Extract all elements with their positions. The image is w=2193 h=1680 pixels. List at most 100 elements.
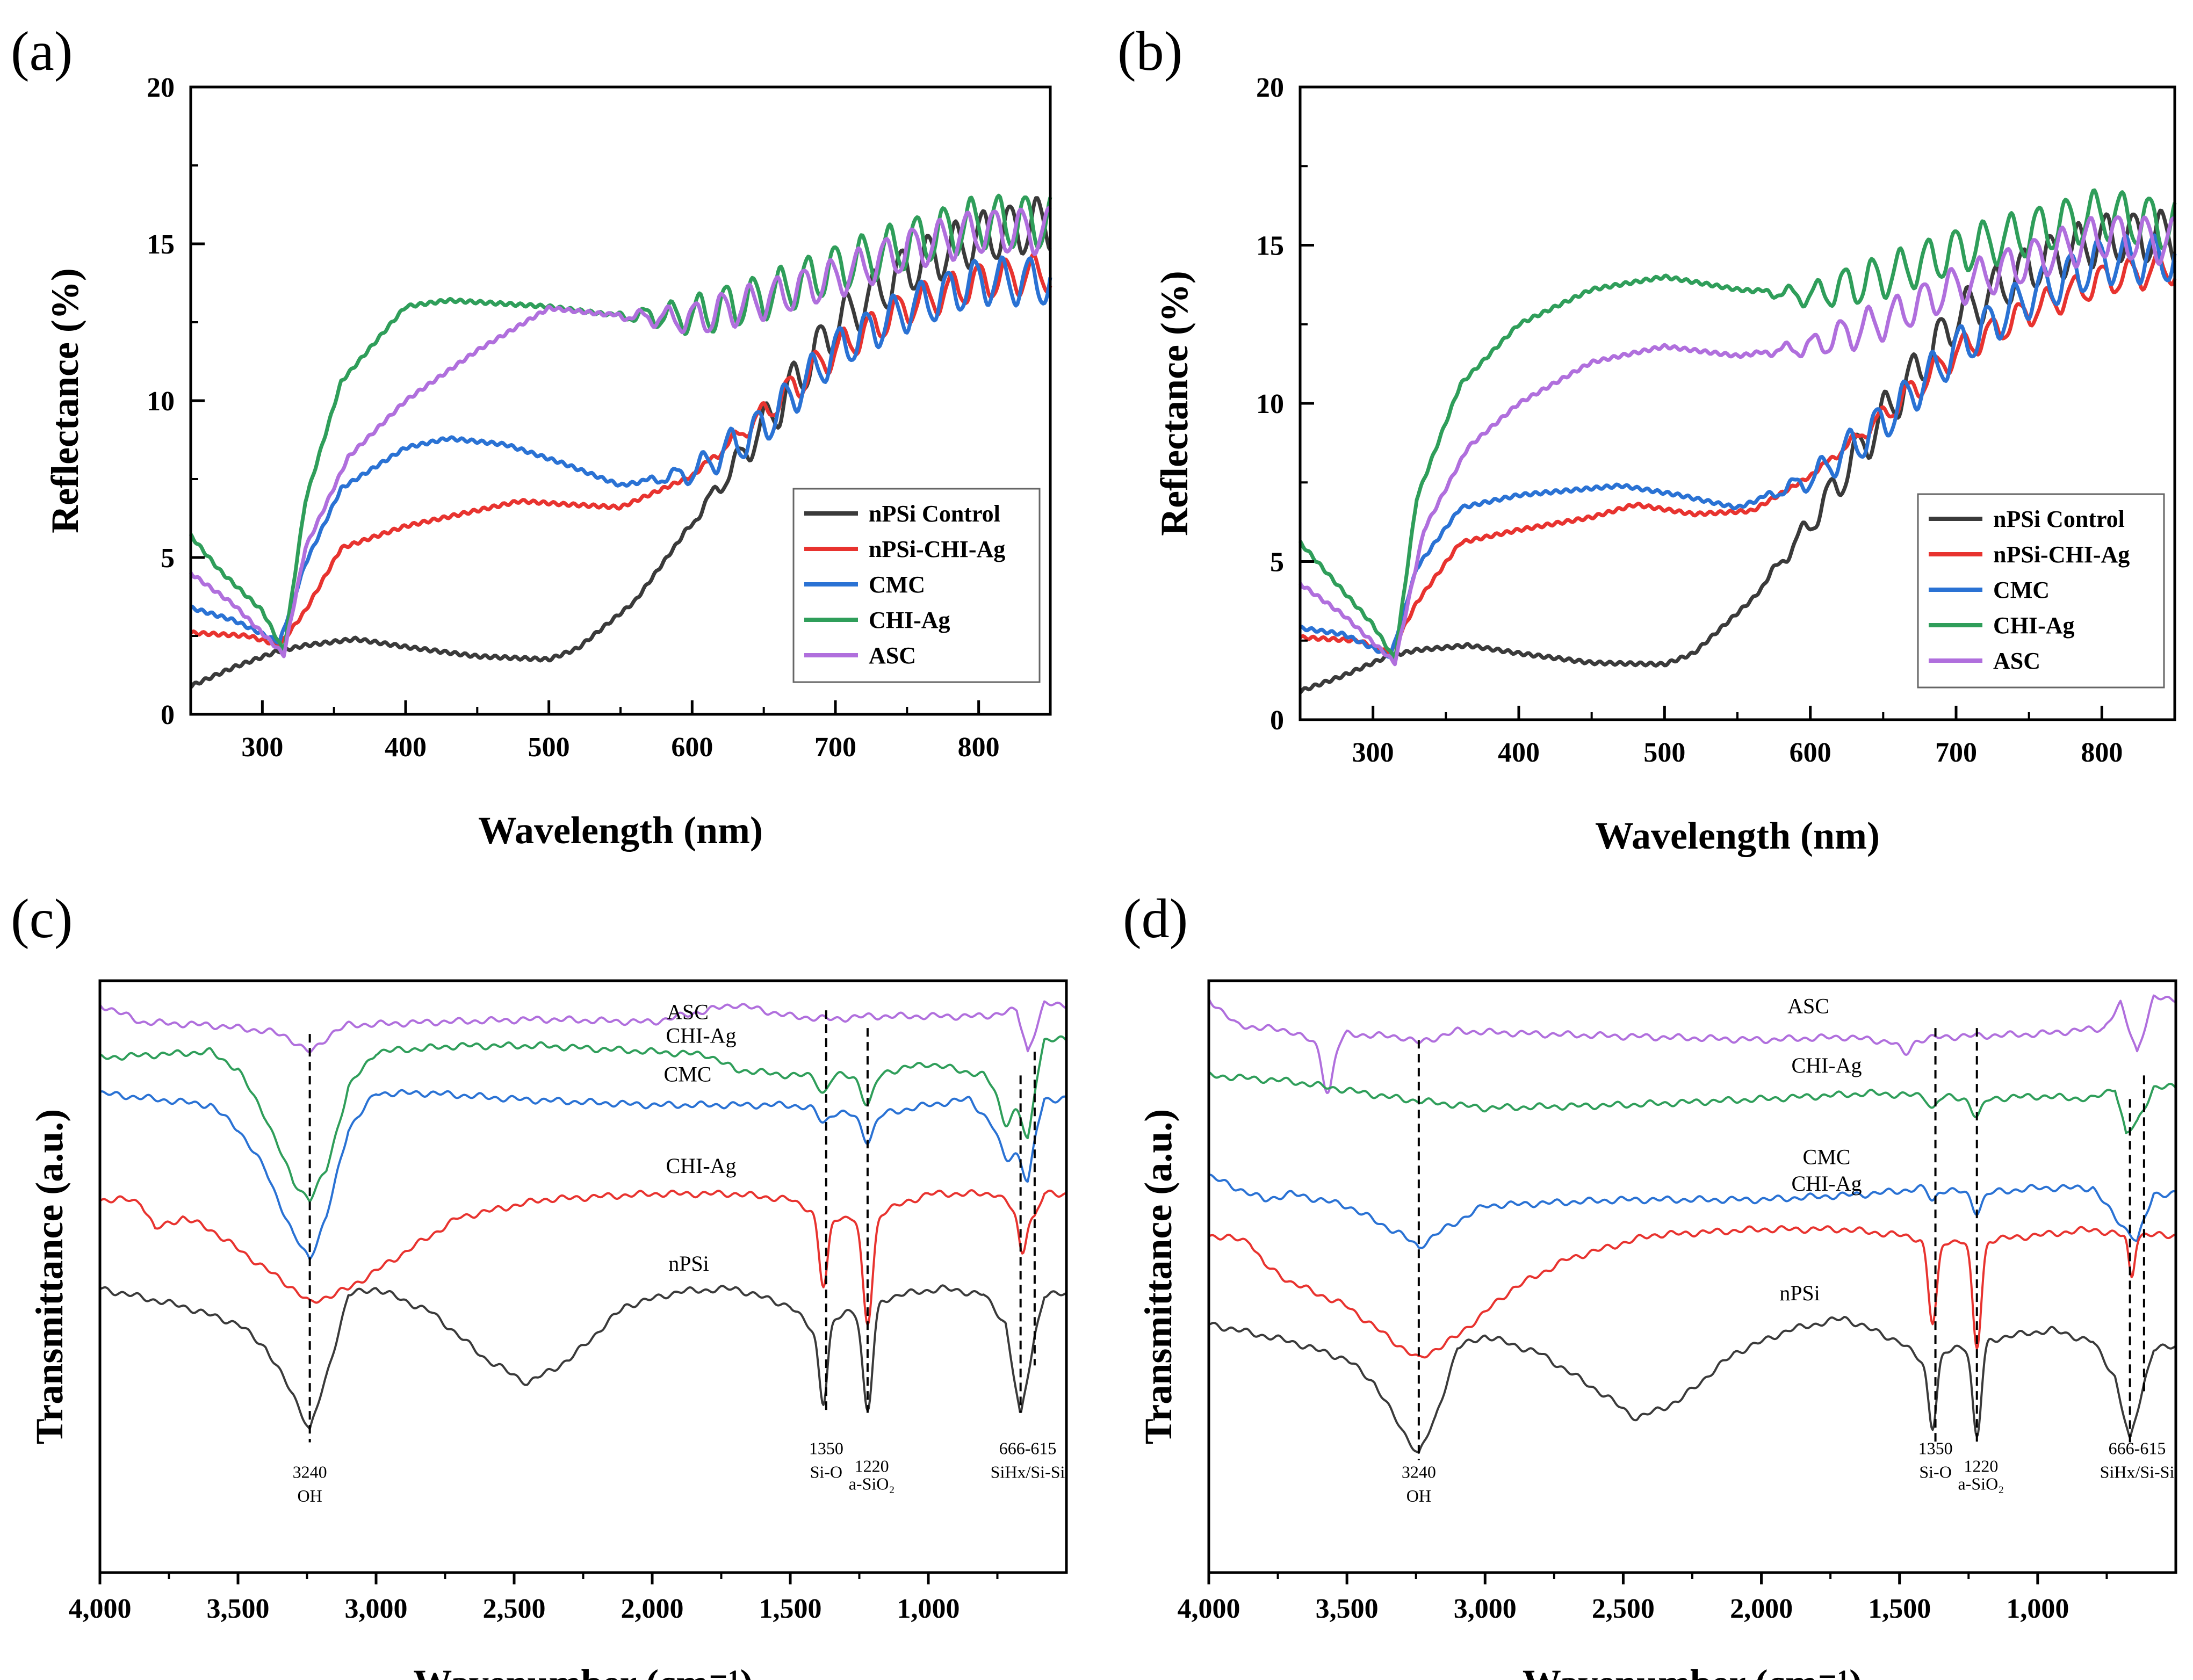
y-axis-title: Reflectance (%) — [44, 268, 86, 533]
y-tick-label: 20 — [1256, 73, 1284, 103]
annotation-group: OH — [298, 1486, 322, 1505]
series-line-4 — [189, 193, 1052, 655]
x-tick-label: 1,500 — [1868, 1594, 1931, 1624]
x-tick-label: 1,000 — [897, 1594, 960, 1624]
legend-label-3: CMC — [1993, 577, 2050, 603]
series-line-2 — [1299, 251, 2177, 657]
annotation-wavenumber: 666-615 — [2109, 1439, 2166, 1458]
spectrum-line-2 — [1208, 1071, 2177, 1134]
curve-label-4: CHI-Ag — [1791, 1171, 1862, 1196]
annotation-wavenumber: 666-615 — [999, 1439, 1057, 1458]
curve-label-5: nPSi — [1779, 1281, 1820, 1305]
series-line-5 — [189, 206, 1052, 658]
legend-label-2: nPSi-CHI-Ag — [1993, 541, 2130, 568]
annotation-wavenumber: 1220 — [855, 1457, 889, 1476]
spectrum-line-2 — [99, 1035, 1067, 1203]
y-tick-label: 10 — [1256, 389, 1284, 419]
annotation-group: SiHx/Si-Si — [991, 1462, 1065, 1482]
y-axis-title: Transmittance (a.u.) — [28, 1109, 71, 1445]
x-axis-title: Wavelength (nm) — [1595, 814, 1880, 857]
y-tick-label: 15 — [1256, 231, 1284, 262]
x-tick-label: 1,500 — [759, 1594, 822, 1624]
panel-d: (d) 4,000 3,500 3,000 2,500 2,000 1,500 1,000 Wa… — [1123, 888, 2177, 1680]
x-tick-label: 2,000 — [621, 1594, 684, 1624]
series-line-2 — [189, 252, 1052, 649]
spectrum-line-3 — [1208, 1174, 2176, 1249]
annotation-group: OH — [1406, 1486, 1431, 1505]
plot-frame — [98, 979, 1068, 1574]
x-axis-title: Wavenumber (cm⁻¹) — [413, 1662, 753, 1680]
legend-label-1: nPSi Control — [869, 501, 1000, 527]
legend-label-4: CHI-Ag — [869, 607, 950, 633]
x-tick-label: 3,500 — [207, 1594, 270, 1624]
y-tick-label: 0 — [1270, 705, 1284, 736]
spectrum-line-5 — [1208, 1316, 2176, 1454]
annotation-group: Si-O — [1919, 1462, 1951, 1482]
spectrum-line-1 — [99, 1000, 1067, 1054]
legend-label-5: ASC — [1993, 648, 2040, 674]
spectrum-line-1 — [1208, 994, 2176, 1095]
y-tick-label: 5 — [1270, 547, 1284, 578]
panel-c: (c) 4,000 3,500 3,000 2,500 2,000 1,500 1,000 Wa… — [11, 888, 1068, 1680]
annotation-group: SiHx/Si-Si — [2100, 1462, 2175, 1482]
series-line-3 — [190, 255, 1052, 645]
x-tick-label: 700 — [1935, 737, 1977, 768]
annotation-group: a-SiO₂ — [1958, 1474, 2004, 1494]
y-tick-label: 5 — [161, 543, 175, 574]
curve-label-2: CHI-Ag — [666, 1024, 736, 1048]
y-axis-title: Transmittance (a.u.) — [1137, 1109, 1180, 1445]
y-tick-label: 0 — [161, 700, 175, 730]
x-tick-label: 600 — [671, 732, 713, 763]
x-tick-label: 3,000 — [345, 1594, 408, 1624]
x-tick-label: 2,000 — [1730, 1594, 1793, 1624]
x-tick-label: 500 — [1643, 737, 1685, 768]
panel-a: (a) 300 400 500 600 700 800 0 5 10 15 20 Wavelength … — [11, 20, 1052, 852]
curve-label-1: ASC — [667, 1000, 709, 1024]
panel-b: (b) 300 400 500 600 700 800 0 5 10 15 20 Wavelength … — [1117, 20, 2177, 857]
annotation-group: Si-O — [810, 1462, 842, 1482]
x-axis-title: Wavelength (nm) — [478, 809, 763, 852]
curve-label-1: ASC — [1787, 994, 1829, 1018]
spectrum-line-4 — [1208, 1225, 2176, 1359]
panel-letter: (d) — [1123, 888, 1188, 950]
panel-letter: (b) — [1117, 20, 1182, 82]
x-tick-label: 2,500 — [483, 1594, 546, 1624]
y-axis-title: Reflectance (%) — [1153, 271, 1196, 536]
legend-label-1: nPSi Control — [1993, 506, 2125, 532]
spectrum-line-4 — [99, 1189, 1067, 1327]
y-tick-label: 20 — [147, 73, 175, 103]
plot-frame — [1207, 979, 2177, 1574]
annotation-wavenumber: 3240 — [1402, 1462, 1436, 1482]
y-tick-label: 10 — [147, 386, 175, 417]
series-line-5 — [1298, 215, 2176, 667]
x-tick-label: 400 — [385, 732, 427, 763]
annotation-wavenumber: 3240 — [293, 1462, 327, 1482]
legend-label-3: CMC — [869, 571, 925, 598]
spectrum-line-5 — [99, 1284, 1067, 1430]
x-tick-label: 800 — [2081, 737, 2123, 768]
x-tick-label: 600 — [1790, 737, 1831, 768]
x-tick-label: 300 — [241, 732, 283, 763]
x-tick-label: 800 — [958, 732, 1000, 763]
panel-letter: (a) — [11, 20, 73, 82]
legend-label-4: CHI-Ag — [1993, 612, 2075, 639]
spectrum-line-3 — [99, 1089, 1067, 1261]
series-line-3 — [1300, 233, 2177, 659]
annotation-wavenumber: 1350 — [1918, 1439, 1953, 1458]
x-tick-label: 1,000 — [2006, 1594, 2069, 1624]
x-tick-label: 4,000 — [69, 1594, 132, 1624]
curve-label-3: CMC — [664, 1062, 712, 1086]
x-axis-title: Wavenumber (cm⁻¹) — [1523, 1662, 1862, 1680]
curve-label-3: CMC — [1803, 1145, 1851, 1169]
curve-label-4: CHI-Ag — [666, 1154, 736, 1178]
annotation-group: a-SiO₂ — [849, 1474, 895, 1494]
x-tick-label: 300 — [1352, 737, 1394, 768]
x-tick-label: 400 — [1498, 737, 1540, 768]
x-tick-label: 2,500 — [1592, 1594, 1655, 1624]
curve-label-5: nPSi — [668, 1251, 709, 1276]
legend-label-2: nPSi-CHI-Ag — [869, 536, 1005, 562]
annotation-wavenumber: 1220 — [1964, 1457, 1998, 1476]
y-tick-label: 15 — [147, 229, 175, 260]
x-tick-label: 700 — [814, 732, 856, 763]
x-tick-label: 3,500 — [1316, 1594, 1379, 1624]
